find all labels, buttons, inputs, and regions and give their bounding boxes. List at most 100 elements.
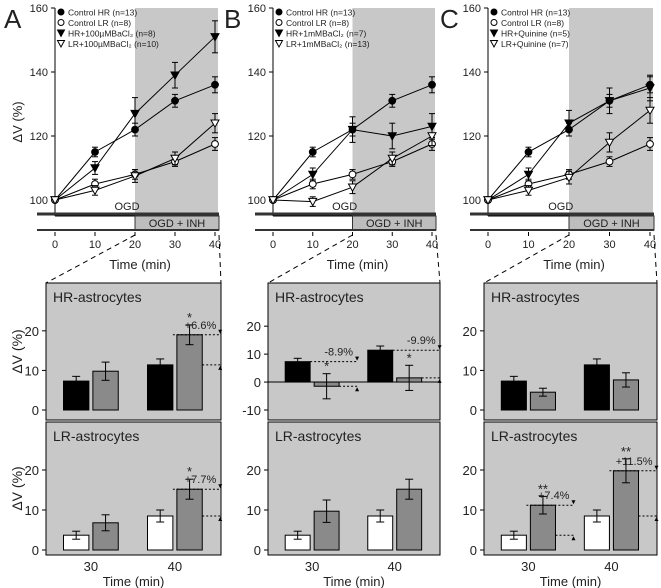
x-tick-label: 20 xyxy=(346,239,358,251)
ogd-label: OGD xyxy=(332,201,357,213)
x-tick-label: 20 xyxy=(129,239,141,251)
x-tick-label: 40 xyxy=(644,239,656,251)
data-point xyxy=(170,71,180,81)
bar-panel-title: HR-astrocytes xyxy=(53,289,142,305)
line-chart-A: 100 120 140 160 0 10 20 30 40 OGD OGD + INH Time (m… xyxy=(10,3,221,272)
data-point xyxy=(645,106,655,116)
data-point xyxy=(308,180,317,188)
data-point xyxy=(388,96,397,105)
data-point xyxy=(130,172,140,182)
zoom-connector-right xyxy=(653,234,658,284)
legend: Control HR (n=13)Control LR (n=8)HR+100µ… xyxy=(56,8,159,49)
ogd-label: OGD xyxy=(114,201,139,213)
panel-letter-B: B xyxy=(224,4,241,34)
data-point xyxy=(524,148,533,156)
legend-marker xyxy=(275,19,283,26)
y-tick-label: 0 xyxy=(32,543,39,558)
data-point xyxy=(348,170,357,179)
data-point xyxy=(523,170,534,180)
y-tick-label: 20 xyxy=(463,324,477,339)
x-tick-label: 0 xyxy=(270,239,276,251)
y-axis-label: ΔV (%) xyxy=(10,101,25,142)
legend-marker xyxy=(275,8,283,16)
significance-star: * xyxy=(187,310,192,325)
arrow-icon xyxy=(437,378,442,383)
y-tick-label: -10 xyxy=(242,403,261,418)
x-tick-label: 10 xyxy=(522,239,534,251)
y-tick-label: 100 xyxy=(248,195,266,207)
inhibitor-shaded-region xyxy=(135,8,218,216)
y-tick-label: 140 xyxy=(463,67,481,79)
arrow-icon xyxy=(218,517,223,521)
category-label: 30 xyxy=(305,559,319,574)
panel-letter-C: C xyxy=(440,4,459,34)
x-tick-label: 40 xyxy=(209,239,221,251)
series-3 xyxy=(268,125,437,207)
data-point xyxy=(387,154,398,164)
ogd-inh-label: OGD + INH xyxy=(149,218,206,230)
x-tick-label: 30 xyxy=(386,239,398,251)
data-point xyxy=(604,97,615,106)
bar-gray xyxy=(176,334,203,411)
data-point xyxy=(387,132,398,142)
data-point xyxy=(268,196,278,206)
percent-change-label: -8.9% xyxy=(324,347,353,359)
y-tick-label: 0 xyxy=(254,375,261,390)
data-point xyxy=(210,119,220,129)
y-tick-label: 20 xyxy=(25,324,39,339)
x-tick-label: 0 xyxy=(485,239,491,251)
data-point xyxy=(170,154,180,164)
legend: Control HR (n=13)Control LR (n=8)HR+1mMB… xyxy=(274,8,370,49)
line-chart-C: 100 120 140 160 0 10 20 30 40 OGD OGD + INH Time (m… xyxy=(463,3,656,272)
arrow-icon xyxy=(654,465,659,470)
legend-entry: Control LR (n=8) xyxy=(68,18,131,28)
y-tick-label: 120 xyxy=(248,131,266,143)
y-tick-label: 10 xyxy=(25,363,39,378)
y-tick-label: 140 xyxy=(248,67,266,79)
y-axis-label: ΔV (%) xyxy=(9,329,25,373)
data-point xyxy=(307,170,318,180)
bar-panel-title: LR-astrocytes xyxy=(53,428,139,444)
legend-entry: Control HR (n=13) xyxy=(501,8,570,18)
data-point xyxy=(347,183,358,193)
category-label: 30 xyxy=(84,559,98,574)
arrow-icon xyxy=(654,517,659,521)
zoom-connector-left xyxy=(45,234,136,284)
y-tick-label: 20 xyxy=(247,319,261,334)
data-point xyxy=(604,138,615,148)
arrow-icon xyxy=(571,536,576,541)
data-point xyxy=(645,84,655,94)
percent-change-label: -9.9% xyxy=(407,335,436,347)
data-point xyxy=(564,119,574,129)
bar-panel-title: HR-astrocytes xyxy=(275,289,364,305)
x-tick-label: 10 xyxy=(307,239,319,251)
significance-star: ** xyxy=(621,444,631,459)
arrow-icon xyxy=(355,356,360,361)
series-3 xyxy=(483,97,655,206)
bar-panel-title: LR-astrocytes xyxy=(275,428,361,444)
y-tick-label: 160 xyxy=(463,3,481,15)
legend-marker xyxy=(490,19,498,26)
x-axis-label: Time (min) xyxy=(327,257,389,272)
x-axis-label: Time (min) xyxy=(109,257,171,272)
y-tick-label: 160 xyxy=(248,3,266,15)
legend-entry: Control HR (n=13) xyxy=(68,8,137,18)
y-tick-label: 100 xyxy=(463,195,481,207)
category-label: 30 xyxy=(521,559,535,574)
arrow-icon xyxy=(218,329,223,334)
x-tick-label: 30 xyxy=(169,239,181,251)
bar-black xyxy=(583,364,610,411)
y-tick-label: 20 xyxy=(463,463,477,478)
percent-change-label: +7.4% xyxy=(538,490,570,502)
bar-panel-frame xyxy=(267,282,441,421)
data-point xyxy=(307,197,318,207)
bar-black xyxy=(367,349,394,383)
y-tick-label: 0 xyxy=(254,543,261,558)
arrow-icon xyxy=(355,387,360,392)
series-3 xyxy=(50,113,220,206)
